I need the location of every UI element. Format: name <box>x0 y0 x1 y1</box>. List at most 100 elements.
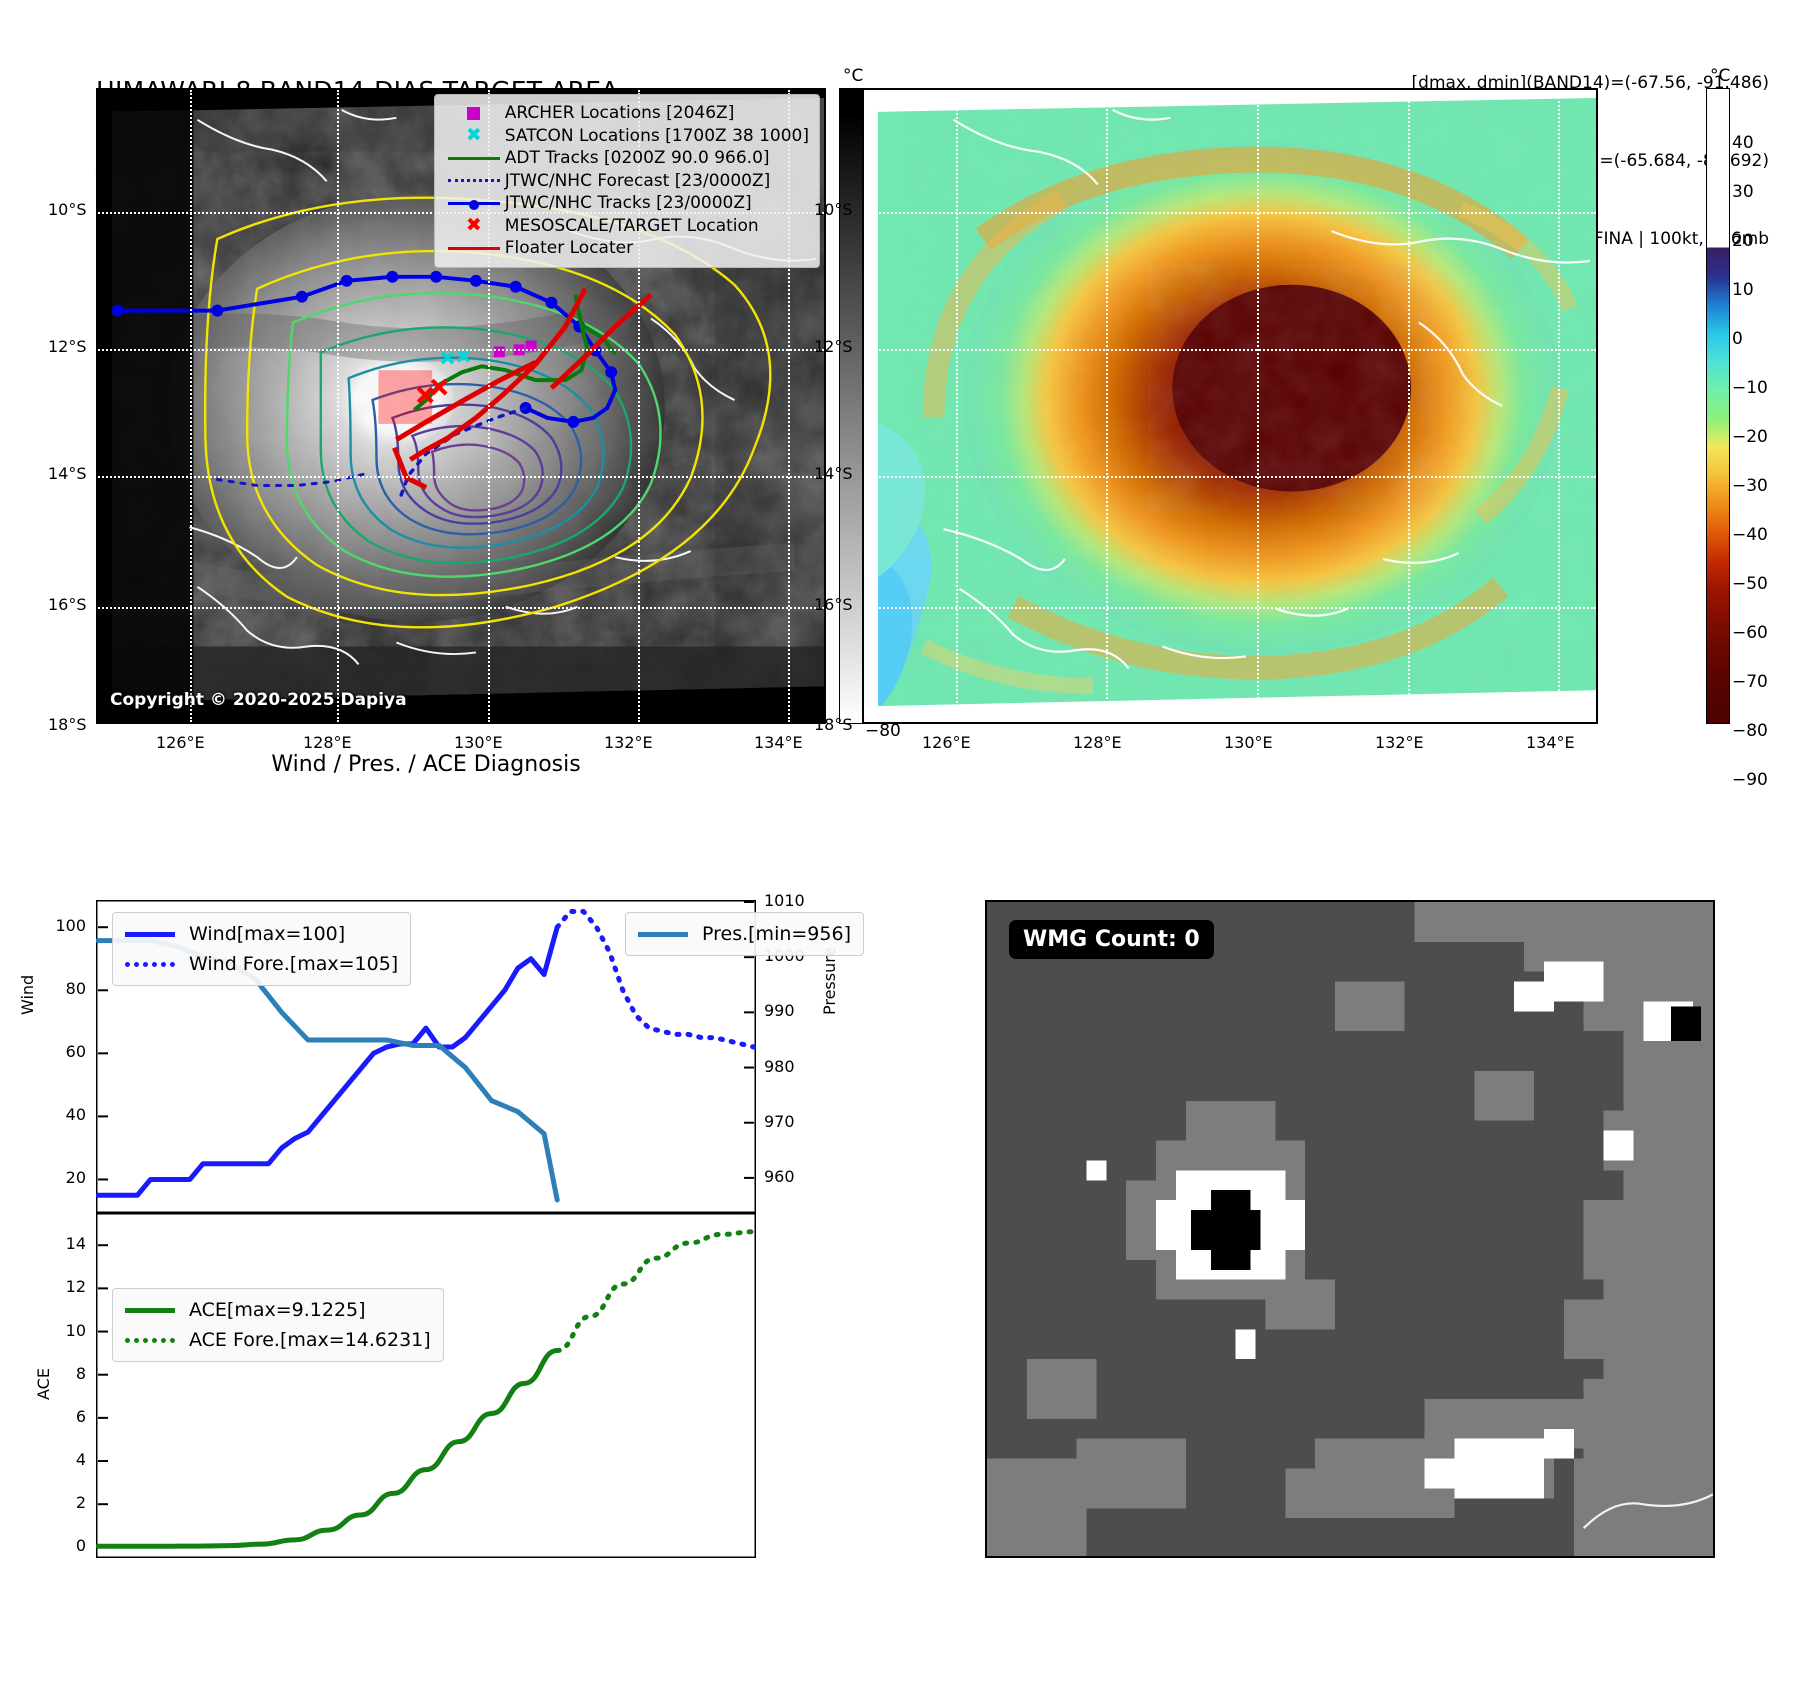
legend-item-mesoscale[interactable]: ✖ MESOSCALE/TARGET Location <box>443 215 809 238</box>
ace-y-tick: 4 <box>75 1450 86 1470</box>
ir-gridline-lon <box>788 90 790 722</box>
wind-y-tick: 60 <box>65 1042 86 1062</box>
wind-y-tick: 20 <box>65 1168 86 1188</box>
ir-lat-tick: 18°S <box>48 715 87 734</box>
ir-lat-tick: 16°S <box>48 595 87 614</box>
awv-cb-tick: −30 <box>1732 476 1768 496</box>
awv-lon-tick: 128°E <box>1073 733 1122 752</box>
legend-label: JTWC/NHC Tracks [23/0000Z] <box>504 193 752 213</box>
wmg-raster <box>987 902 1713 1556</box>
line-green-solid-icon <box>125 1307 175 1313</box>
ir-lon-tick: 134°E <box>754 733 803 752</box>
ir-lat-tick: 12°S <box>48 337 87 356</box>
legend-label: Wind[max=100] <box>189 923 346 945</box>
wind-y-tick: 80 <box>65 979 86 999</box>
legend-item-adt[interactable]: ADT Tracks [0200Z 90.0 966.0] <box>443 147 809 170</box>
ir-lon-tick: 128°E <box>303 733 352 752</box>
ir-lat-tick: 10°S <box>48 200 87 219</box>
awv-cb-tick: 10 <box>1732 280 1754 300</box>
legend-item-satcon[interactable]: ✖ SATCON Locations [1700Z 38 1000] <box>443 125 809 148</box>
ir-satellite-map[interactable]: Copyright © 2020-2025 Dapiya ARCHER Loca… <box>96 88 826 724</box>
ace-legend: ACE[max=9.1225] ACE Fore.[max=14.6231] <box>112 1288 444 1362</box>
ir-colorbar <box>839 88 863 724</box>
awv-cb-tick: −20 <box>1732 427 1768 447</box>
legend-label: Wind Fore.[max=105] <box>189 953 399 975</box>
ace-y-tick: 2 <box>75 1493 86 1513</box>
awv-colorbar-unit: °C <box>1710 66 1731 86</box>
awv-gridline-lon <box>956 90 958 722</box>
awv-gridline-lat <box>864 607 1596 609</box>
pressure-axis-label: Pressure <box>820 946 839 1015</box>
awv-lon-tick: 132°E <box>1375 733 1424 752</box>
ir-gridline-lon <box>488 90 490 722</box>
legend-label: ACE Fore.[max=14.6231] <box>189 1329 431 1351</box>
ir-map-legend: ARCHER Locations [2046Z] ✖ SATCON Locati… <box>433 94 820 268</box>
ace-chart[interactable] <box>96 1213 756 1558</box>
ir-gridline-lat <box>98 349 824 351</box>
pressure-y-tick: 970 <box>764 1111 795 1131</box>
awv-lon-tick: 134°E <box>1526 733 1575 752</box>
line-blue-dotted-icon <box>125 961 175 967</box>
line-blue-dotted-icon <box>443 179 505 183</box>
legend-item-jtwc-forecast[interactable]: JTWC/NHC Forecast [23/0000Z] <box>443 170 809 193</box>
ir-lon-tick: 126°E <box>156 733 205 752</box>
awv-gridline-lon <box>1558 90 1560 722</box>
ir-gridline-lat <box>98 476 824 478</box>
copyright-notice: Copyright © 2020-2025 Dapiya <box>110 690 407 710</box>
awv-cb-tick: −80 <box>1732 721 1768 741</box>
legend-label: ARCHER Locations [2046Z] <box>504 103 735 123</box>
legend-item-jtwc-tracks[interactable]: JTWC/NHC Tracks [23/0000Z] <box>443 192 809 215</box>
wmg-count-badge: WMG Count: 0 <box>1009 920 1214 959</box>
line-blue-solid-icon <box>125 931 175 937</box>
legend-item-archer[interactable]: ARCHER Locations [2046Z] <box>443 102 809 125</box>
pressure-y-tick: 960 <box>764 1166 795 1186</box>
wind-axis-label: Wind <box>18 974 37 1015</box>
wind-legend: Wind[max=100] Wind Fore.[max=105] <box>112 912 412 986</box>
legend-item-wind-forecast[interactable]: Wind Fore.[max=105] <box>125 949 398 979</box>
ir-satellite-image <box>98 90 824 722</box>
line-green-dotted-icon <box>125 1337 175 1343</box>
awv-lat-tick: 14°S <box>814 464 853 483</box>
legend-item-ace[interactable]: ACE[max=9.1225] <box>125 1295 431 1325</box>
x-red-icon: ✖ <box>465 214 482 237</box>
awv-cb-tick: 0 <box>1732 329 1743 349</box>
legend-item-wind[interactable]: Wind[max=100] <box>125 919 398 949</box>
wind-y-tick: 40 <box>65 1105 86 1125</box>
ir-lon-tick: 132°E <box>604 733 653 752</box>
awv-cb-tick: −50 <box>1732 574 1768 594</box>
pressure-y-tick: 990 <box>764 1001 795 1021</box>
awv-lat-tick: 10°S <box>814 200 853 219</box>
line-green-icon <box>443 156 505 160</box>
legend-label: Floater Locater <box>504 238 634 258</box>
awv-cb-tick: 40 <box>1732 133 1754 153</box>
ir-gridline-lon <box>190 90 192 722</box>
ace-y-tick: 0 <box>75 1536 86 1556</box>
ir-gridline-lon <box>638 90 640 722</box>
square-magenta-icon <box>443 106 505 120</box>
legend-label: SATCON Locations [1700Z 38 1000] <box>504 125 809 146</box>
legend-label: Pres.[min=956] <box>702 923 851 945</box>
pressure-legend: Pres.[min=956] <box>625 912 864 956</box>
legend-label: JTWC/NHC Forecast [23/0000Z] <box>504 170 771 191</box>
wind-y-tick: 100 <box>55 916 86 936</box>
ir-cb-tick: −80 <box>865 721 901 741</box>
awv-cb-tick: 20 <box>1732 231 1754 251</box>
pressure-y-tick: 1010 <box>764 891 805 910</box>
legend-item-pressure[interactable]: Pres.[min=956] <box>638 919 851 949</box>
awv-cb-tick: −60 <box>1732 623 1768 643</box>
ace-y-tick: 6 <box>75 1406 86 1426</box>
awv-gridline-lon <box>1408 90 1410 722</box>
ace-y-tick: 14 <box>65 1234 86 1254</box>
line-red-icon <box>443 246 505 250</box>
pressure-y-tick: 980 <box>764 1056 795 1076</box>
ir-lat-tick: 14°S <box>48 464 87 483</box>
line-blue-marker-icon <box>443 199 505 210</box>
legend-item-floater[interactable]: Floater Locater <box>443 237 809 260</box>
ir-colorbar-unit: °C <box>843 66 864 86</box>
wmg-map-panel[interactable]: WMG Count: 0 <box>985 900 1715 1558</box>
awv-enhanced-map[interactable] <box>862 88 1598 724</box>
diagnosis-title: Wind / Pres. / ACE Diagnosis <box>271 752 581 777</box>
legend-item-ace-forecast[interactable]: ACE Fore.[max=14.6231] <box>125 1325 431 1355</box>
awv-colorbar-ticks: 40 30 20 10 0 −10 −20 −30 −40 −50 −60 −7… <box>1706 88 1768 790</box>
awv-cb-tick: −40 <box>1732 525 1768 545</box>
